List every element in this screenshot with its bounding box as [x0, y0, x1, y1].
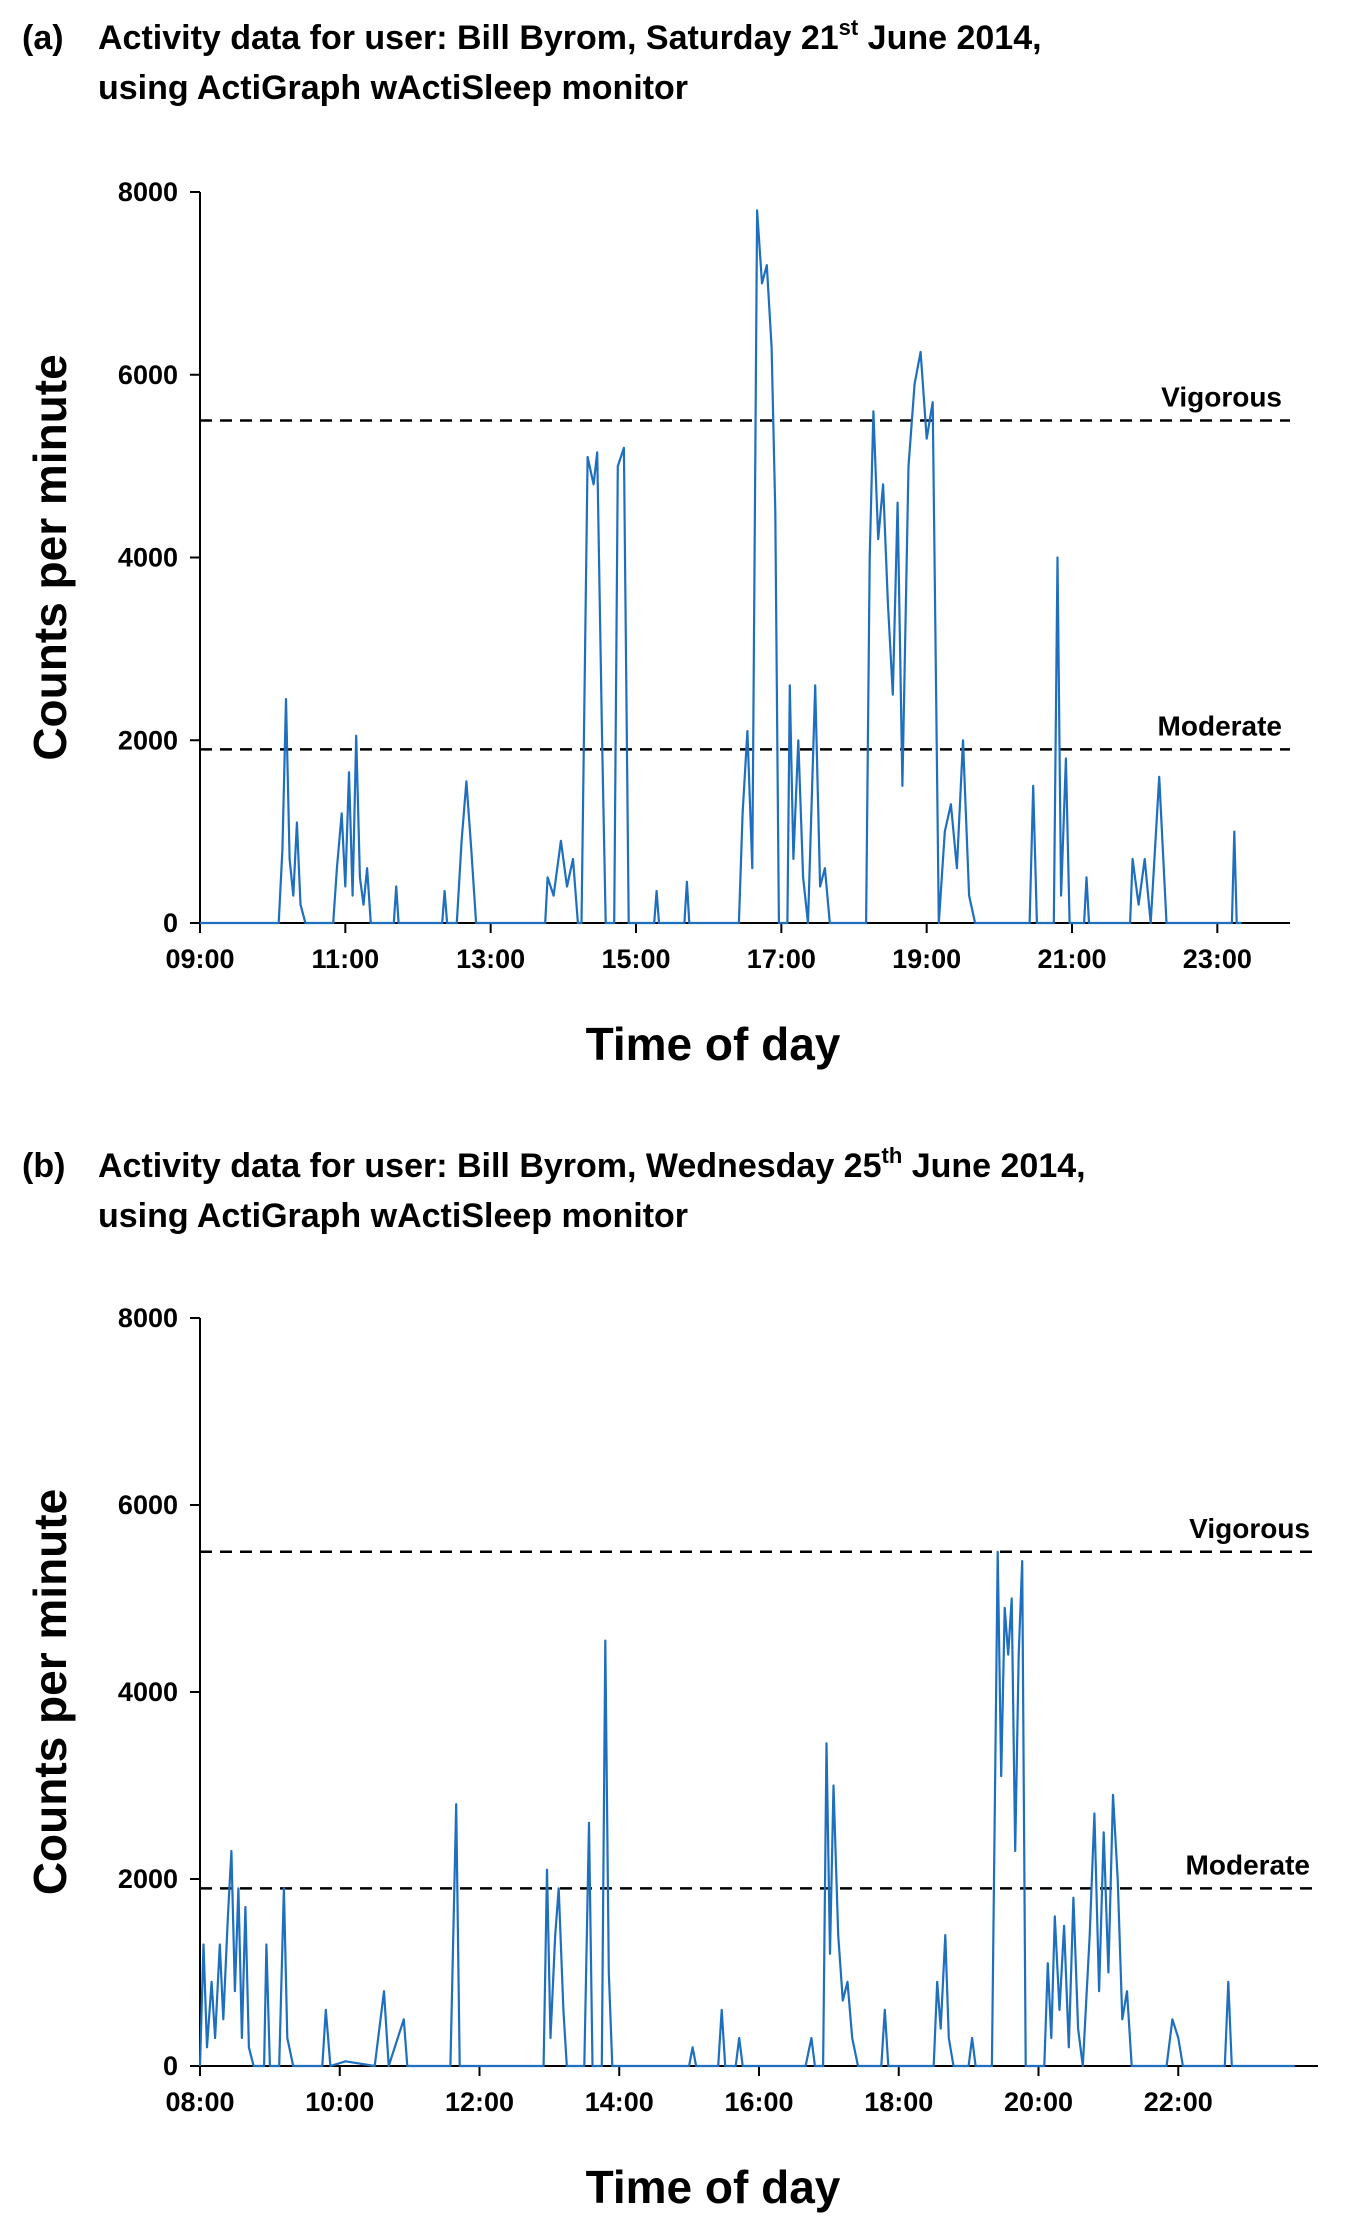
x-tick-label: 21:00 [1037, 944, 1106, 974]
y-tick-label: 8000 [118, 177, 178, 207]
title-text: Activity data for user: Bill Byrom, Wedn… [98, 1147, 882, 1185]
y-axis-label: Counts per minute [24, 1489, 76, 1895]
chart-subtitle: using ActiGraph wActiSleep monitor [98, 69, 688, 107]
y-tick-label: 6000 [118, 1490, 178, 1520]
title-text: June 2014, [902, 1147, 1085, 1185]
y-tick-label: 2000 [118, 725, 178, 755]
x-tick-label: 13:00 [456, 944, 525, 974]
x-tick-label: 08:00 [165, 2087, 234, 2117]
x-tick-label: 09:00 [165, 944, 234, 974]
activity-line [198, 1550, 1295, 2068]
reference-label: Vigorous [1189, 1513, 1310, 1544]
chart-title: Activity data for user: Bill Byrom, Satu… [98, 15, 1042, 57]
y-tick-label: 0 [163, 2051, 178, 2081]
x-tick-label: 12:00 [445, 2087, 514, 2117]
x-axis-label: Time of day [586, 1018, 841, 1070]
y-tick-label: 4000 [118, 1677, 178, 1707]
chart-title: Activity data for user: Bill Byrom, Wedn… [98, 1143, 1086, 1185]
x-tick-label: 23:00 [1183, 944, 1252, 974]
x-axis-label: Time of day [586, 2161, 841, 2213]
x-tick-label: 10:00 [305, 2087, 374, 2117]
panel: (b) Activity data for user: Bill Byrom, W… [22, 1143, 1318, 2213]
x-tick-label: 16:00 [724, 2087, 793, 2117]
x-tick-label: 14:00 [585, 2087, 654, 2117]
x-tick-label: 18:00 [864, 2087, 933, 2117]
title-superscript: th [882, 1143, 903, 1168]
x-tick-label: 22:00 [1144, 2087, 1213, 2117]
chart-subtitle: using ActiGraph wActiSleep monitor [98, 1197, 688, 1235]
y-tick-label: 0 [163, 908, 178, 938]
panel-label: (a) [22, 19, 64, 57]
panel: (a) Activity data for user: Bill Byrom, S… [22, 15, 1290, 1070]
y-tick-label: 6000 [118, 360, 178, 390]
reference-label: Moderate [1186, 1849, 1310, 1880]
title-superscript: st [839, 15, 859, 40]
x-tick-label: 17:00 [747, 944, 816, 974]
x-tick-label: 20:00 [1004, 2087, 1073, 2117]
activity-line [200, 209, 1242, 925]
x-tick-label: 11:00 [312, 944, 380, 974]
title-text: Activity data for user: Bill Byrom, Satu… [98, 19, 839, 57]
y-tick-label: 2000 [118, 1864, 178, 1894]
reference-label: Moderate [1158, 710, 1282, 741]
y-tick-label: 8000 [118, 1303, 178, 1333]
reference-label: Vigorous [1161, 381, 1282, 412]
x-tick-label: 19:00 [892, 944, 961, 974]
x-tick-label: 15:00 [601, 944, 670, 974]
y-axis-label: Counts per minute [24, 354, 76, 760]
panel-label: (b) [22, 1147, 65, 1185]
y-tick-label: 4000 [118, 543, 178, 573]
title-text: June 2014, [858, 19, 1041, 57]
